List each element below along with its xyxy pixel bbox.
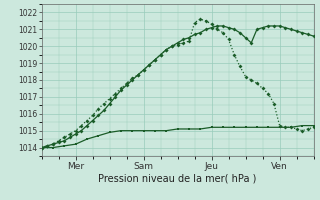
X-axis label: Pression niveau de la mer( hPa ): Pression niveau de la mer( hPa )	[99, 173, 257, 183]
